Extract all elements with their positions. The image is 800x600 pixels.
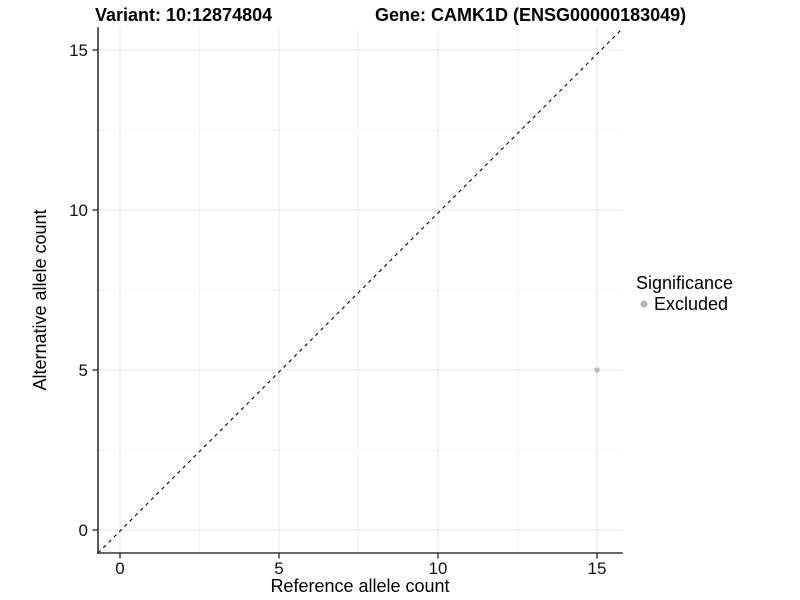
x-tick-labels: 0 5 10 15 (115, 559, 606, 578)
y-tick-5: 5 (79, 361, 88, 380)
legend: Significance Excluded (636, 273, 733, 314)
axis-lines (97, 27, 623, 554)
data-point (594, 367, 600, 373)
legend-marker-excluded (640, 300, 648, 308)
plot-title-gene: Gene: CAMK1D (ENSG00000183049) (375, 5, 686, 25)
x-tick-0: 0 (115, 559, 124, 578)
x-tick-15: 15 (588, 559, 607, 578)
axis-tick-marks (92, 49, 598, 559)
y-axis-title: Alternative allele count (30, 209, 50, 390)
y-tick-10: 10 (69, 201, 88, 220)
gridlines-major (98, 28, 622, 553)
plot-title-variant: Variant: 10:12874804 (95, 5, 272, 25)
y-tick-labels: 0 5 10 15 (69, 41, 88, 540)
y-tick-0: 0 (79, 521, 88, 540)
x-tick-10: 10 (429, 559, 448, 578)
legend-label-excluded: Excluded (654, 294, 728, 314)
gridlines-minor (98, 28, 622, 553)
x-tick-5: 5 (274, 559, 283, 578)
x-axis-title: Reference allele count (270, 576, 449, 596)
y-tick-15: 15 (69, 41, 88, 60)
legend-title: Significance (636, 273, 733, 293)
